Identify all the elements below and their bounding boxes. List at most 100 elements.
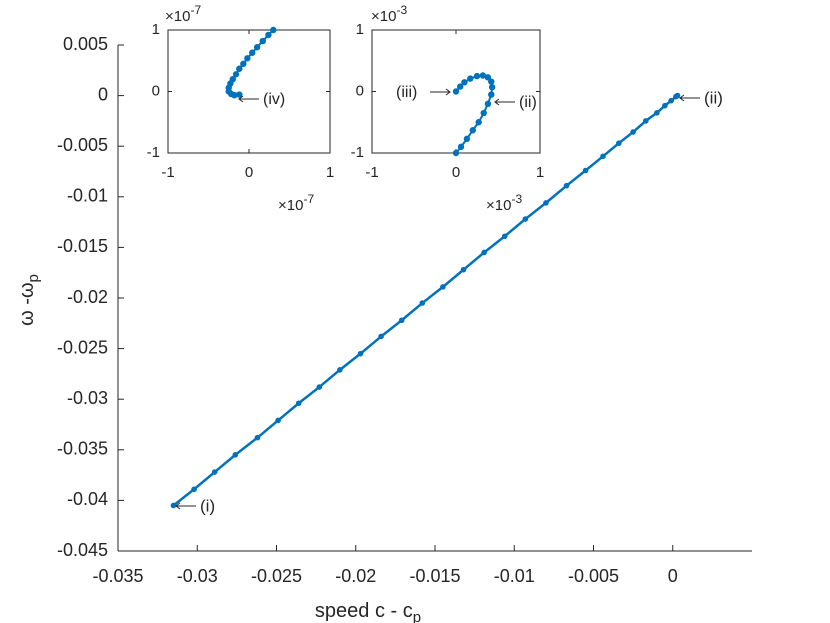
x-label-subscript: p <box>413 609 421 623</box>
data-point <box>484 100 492 108</box>
arrows <box>175 88 700 510</box>
data-point <box>240 60 247 68</box>
data-point <box>582 167 589 174</box>
data-point <box>191 486 197 493</box>
arrow <box>679 94 700 102</box>
data-point <box>668 97 674 104</box>
y-tick-label: 0 <box>152 82 160 99</box>
data-point <box>249 49 256 56</box>
x-tick-label: -0.03 <box>177 566 218 586</box>
data-point <box>475 119 482 126</box>
y-tick-label: -0.02 <box>67 287 108 307</box>
data-point <box>473 72 481 80</box>
data-point <box>488 78 495 85</box>
y-tick-label: 1 <box>152 21 160 38</box>
y-tick-label: -0.035 <box>57 439 108 459</box>
data-point <box>357 350 364 357</box>
data-point <box>295 400 302 407</box>
y-tick-label: -0.005 <box>57 135 108 155</box>
y-label-text: ω -ω <box>16 282 38 325</box>
data-point <box>232 452 239 458</box>
annotation: (iv) <box>263 91 285 108</box>
data-point <box>419 300 426 306</box>
annotation: (ii) <box>704 88 723 107</box>
y-tick-label: -0.015 <box>57 236 108 256</box>
y-tick-label: -0.025 <box>57 337 108 357</box>
data-point <box>440 284 446 290</box>
annotation: (i) <box>200 496 215 515</box>
data-point <box>259 37 266 45</box>
data-point <box>270 26 277 34</box>
x-tick-label: -0.01 <box>494 566 535 586</box>
data-point <box>522 216 529 222</box>
x-tick-label: 1 <box>326 164 334 181</box>
y-tick-label: -1 <box>351 144 364 161</box>
multiplier-base: ×10 <box>278 197 303 214</box>
data-point <box>501 233 508 240</box>
data-line <box>227 29 275 97</box>
data-point <box>674 92 681 99</box>
annotation: (ii) <box>519 94 537 111</box>
x-tick-label: -1 <box>161 164 174 181</box>
arrow <box>494 98 515 106</box>
data-point <box>457 143 465 151</box>
data-point <box>398 317 405 324</box>
x-axis-label: speed c - cp <box>315 600 421 623</box>
data-point <box>563 182 570 189</box>
annotation: (iii) <box>396 84 417 101</box>
data-point <box>457 83 464 90</box>
data-point <box>254 434 261 441</box>
data-point <box>253 44 261 51</box>
inset-1: -1 0 1 -1 0 1 <box>147 21 335 181</box>
data-point <box>452 149 460 157</box>
data-point <box>265 31 272 39</box>
y-multiplier: ×10-7 <box>165 3 201 25</box>
data-point <box>170 502 177 509</box>
data-point <box>469 127 476 134</box>
y-tick-label: 0 <box>356 82 364 99</box>
data-point <box>543 200 549 206</box>
y-tick-label: -1 <box>147 144 160 161</box>
y-axis-label: ω -ωp <box>16 274 42 326</box>
data-point <box>316 384 323 390</box>
multiplier-exponent: -7 <box>303 192 314 206</box>
axes-box <box>167 29 331 154</box>
multiplier-base: ×10 <box>371 8 396 25</box>
data-point <box>232 71 240 78</box>
multiplier-exponent: -3 <box>396 3 407 17</box>
data-point <box>460 266 467 273</box>
data-point <box>463 135 471 143</box>
x-tick-label: -1 <box>365 164 378 181</box>
data-point <box>488 91 495 98</box>
multiplier-base: ×10 <box>486 197 511 214</box>
arrow <box>175 502 196 510</box>
data-point <box>244 55 251 62</box>
x-tick-label: -0.015 <box>409 566 460 586</box>
x-tick-label: 0 <box>452 164 460 181</box>
x-tick-label: -0.035 <box>92 566 143 586</box>
x-tick-label: 0 <box>668 566 678 586</box>
arrow <box>238 95 259 103</box>
y-label-subscript: p <box>25 274 42 282</box>
multiplier-exponent: -3 <box>511 192 522 206</box>
data-point <box>236 65 243 72</box>
data-point <box>630 129 636 135</box>
data-point <box>378 333 384 340</box>
y-multiplier: ×10-3 <box>371 3 407 25</box>
data-point <box>461 79 468 86</box>
x-tick-label: 1 <box>536 164 544 181</box>
x-tick-label: -0.02 <box>335 566 376 586</box>
data-point <box>337 367 343 373</box>
multiplier-base: ×10 <box>165 8 190 25</box>
data-point <box>452 88 460 95</box>
inset-2: -1 0 1 -1 0 1 <box>351 21 545 181</box>
x-multiplier: ×10-7 <box>278 192 314 214</box>
data-point <box>211 469 218 475</box>
data-point <box>643 118 649 124</box>
data-point <box>484 74 492 81</box>
data-point <box>236 91 243 98</box>
data-point <box>488 83 496 91</box>
x-multiplier: ×10-3 <box>486 192 522 214</box>
data-point <box>480 109 487 117</box>
